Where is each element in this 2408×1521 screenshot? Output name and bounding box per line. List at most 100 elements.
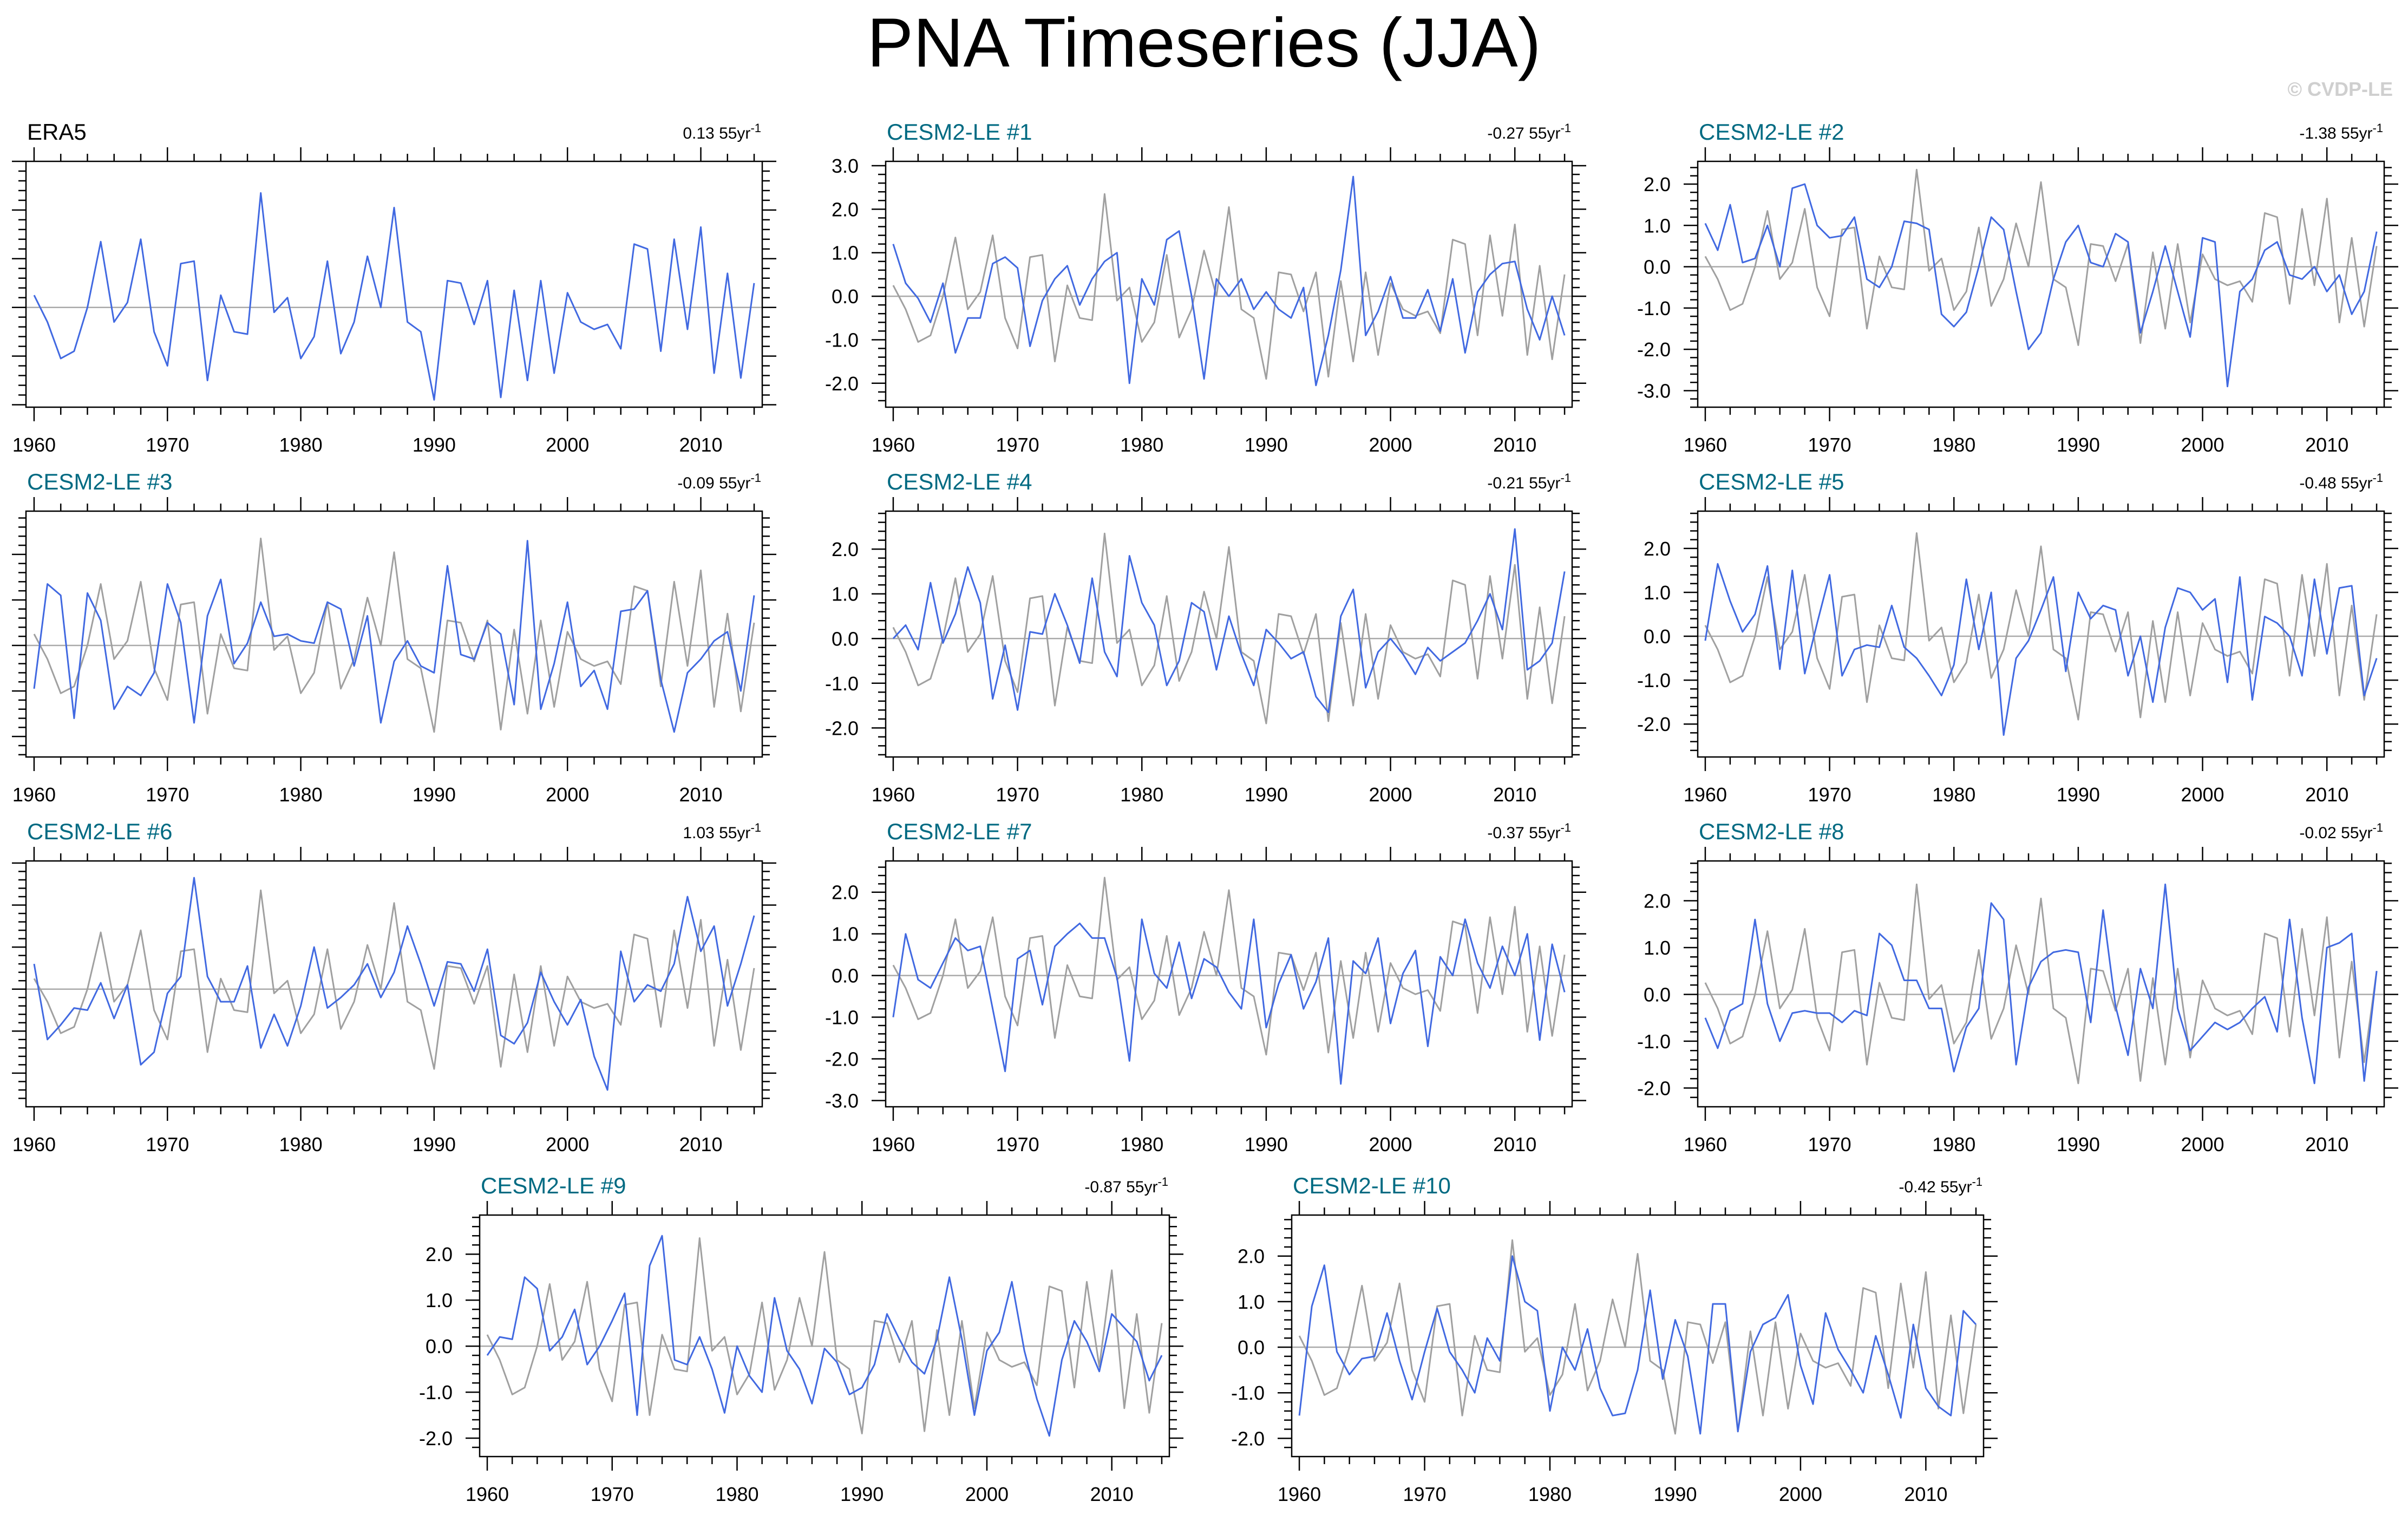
x-tick-label: 1980: [1120, 1133, 1163, 1156]
plot-area: [1698, 161, 2384, 407]
panel-label: CESM2-LE #7: [887, 819, 1032, 844]
x-tick-label: 1980: [1932, 434, 1975, 456]
x-tick-label: 2010: [679, 784, 722, 806]
series-line-member: [33, 540, 755, 733]
panel-label: CESM2-LE #10: [1293, 1173, 1451, 1198]
series-line-member: [1704, 183, 2378, 388]
y-tick-label: 0.0: [1644, 983, 1671, 1006]
x-tick-label: 2010: [679, 1133, 722, 1156]
x-tick-label: 1960: [466, 1483, 509, 1505]
x-tick-label: 2000: [1369, 434, 1412, 456]
y-tick-label: 0.0: [832, 285, 859, 308]
x-tick-label: 1960: [1684, 434, 1727, 456]
series-line-observed: [33, 889, 755, 1070]
x-tick-label: 1960: [872, 784, 915, 806]
x-tick-label: 1990: [2057, 434, 2100, 456]
x-tick-label: 2000: [546, 1133, 589, 1156]
x-tick-label: 1980: [1528, 1483, 1572, 1505]
x-tick-label: 1980: [1932, 1133, 1975, 1156]
plot-area: [1292, 1215, 1984, 1457]
y-tick-label: 1.0: [832, 242, 859, 264]
y-tick-label: 2.0: [426, 1243, 453, 1265]
series-line-observed: [892, 532, 1566, 724]
x-tick-label: 1970: [1808, 784, 1851, 806]
y-tick-label: 0.0: [832, 628, 859, 650]
panel-9: 1960 1970 1980 1990 2000 2010 -2.0 -1.0 0.0 1.0 2.…: [1637, 819, 2398, 1156]
x-tick-label: 1990: [840, 1483, 884, 1505]
panel-label: ERA5: [27, 119, 87, 145]
y-tick-label: -3.0: [825, 1089, 859, 1112]
plot-area: [26, 511, 762, 757]
series-line-observed: [892, 877, 1566, 1056]
y-tick-label: -2.0: [1637, 1077, 1671, 1099]
y-tick-label: 0.0: [1644, 256, 1671, 278]
series-line-member: [892, 918, 1566, 1085]
trend-label: -0.02 55yr-1: [2299, 821, 2383, 842]
series-line-era5: [33, 192, 755, 401]
cvdp-watermark: © CVDP-LE: [2287, 78, 2393, 100]
y-tick-label: -2.0: [1637, 713, 1671, 735]
x-tick-label: 2000: [2181, 434, 2224, 456]
x-tick-label: 1970: [996, 1133, 1039, 1156]
series-line-observed: [1298, 1239, 1977, 1435]
x-tick-label: 1980: [715, 1483, 758, 1505]
y-tick-label: -1.0: [1637, 1030, 1671, 1053]
x-tick-label: 2010: [2305, 784, 2348, 806]
x-tick-label: 1970: [1403, 1483, 1446, 1505]
y-tick-label: 2.0: [1644, 538, 1671, 560]
panel-7: 196019701980199020002010-2.0-1.00.01.02.…: [12, 819, 776, 1156]
y-tick-label: -2.0: [1637, 338, 1671, 361]
series-line-observed: [1704, 532, 2378, 721]
y-tick-label: -1.0: [1637, 669, 1671, 691]
y-tick-label: -3.0: [1637, 380, 1671, 402]
plot-frame: [25, 510, 763, 758]
x-tick-label: 1970: [146, 434, 189, 456]
x-tick-label: 1980: [279, 434, 323, 456]
plot-frame: [1697, 860, 2385, 1108]
x-tick-label: 2010: [1493, 1133, 1536, 1156]
panel-4: 196019701980199020002010-2.0-1.00.01.02.…: [12, 469, 776, 806]
panel-10: 1960 1970 1980 1990 2000 2010 -2.0 -1.0 0.0 1.0 2.…: [419, 1173, 1183, 1505]
y-tick-label: 2.0: [832, 198, 859, 220]
y-tick-label: 1.0: [1644, 937, 1671, 959]
x-tick-label: 1970: [591, 1483, 634, 1505]
x-tick-label: 1980: [1120, 434, 1163, 456]
y-tick-label: 2.0: [1644, 173, 1671, 195]
x-tick-label: 1990: [413, 784, 456, 806]
x-tick-label: 1960: [1684, 784, 1727, 806]
panel-1: 196019701980199020002010-2.0-1.00.01.02.…: [12, 119, 776, 456]
y-tick-label: -1.0: [825, 1007, 859, 1029]
series-line-member: [892, 528, 1566, 713]
y-tick-label: 2.0: [832, 538, 859, 560]
x-tick-label: 2000: [546, 784, 589, 806]
plot-area: [886, 861, 1572, 1107]
x-tick-label: 2000: [965, 1483, 1009, 1505]
series-line-member: [1704, 563, 2378, 736]
panel-label: CESM2-LE #9: [481, 1173, 626, 1198]
plot-frame: [25, 860, 763, 1108]
panel-label: CESM2-LE #2: [1699, 119, 1844, 145]
x-tick-label: 2000: [1779, 1483, 1822, 1505]
series-line-member: [33, 877, 755, 1091]
panel-3: 1960 1970 1980 1990 2000 2010 -3.0 -2.0 -1.0 0.0 1…: [1637, 119, 2398, 456]
panel-5: 1960 1970 1980 1990 2000 2010 -2.0 -1.0 0.0 1.0 2.…: [825, 469, 1586, 806]
y-tick-label: 0.0: [1238, 1336, 1265, 1359]
panel-label: CESM2-LE #4: [887, 469, 1032, 494]
trend-label: -0.27 55yr-1: [1487, 121, 1571, 142]
y-tick-label: -2.0: [825, 717, 859, 739]
trend-label: -0.09 55yr-1: [677, 471, 761, 492]
plot-frame: [885, 510, 1573, 758]
panel-label: CESM2-LE #1: [887, 119, 1032, 145]
series-line-member: [1298, 1255, 1977, 1435]
trend-label: 0.13 55yr-1: [683, 121, 761, 142]
series-line-member: [892, 175, 1566, 387]
x-tick-label: 1980: [279, 784, 323, 806]
plot-frame: [1697, 160, 2385, 408]
panel-label: CESM2-LE #5: [1699, 469, 1844, 494]
series-line-observed: [486, 1237, 1163, 1434]
x-tick-label: 1970: [146, 784, 189, 806]
plot-frame: [1291, 1214, 1985, 1458]
panel-8: 1960 1970 1980 1990 2000 2010 -3.0 -2.0 -1.0 0.0 1…: [825, 819, 1586, 1156]
y-tick-label: -2.0: [825, 373, 859, 395]
x-tick-label: 2010: [1904, 1483, 1947, 1505]
